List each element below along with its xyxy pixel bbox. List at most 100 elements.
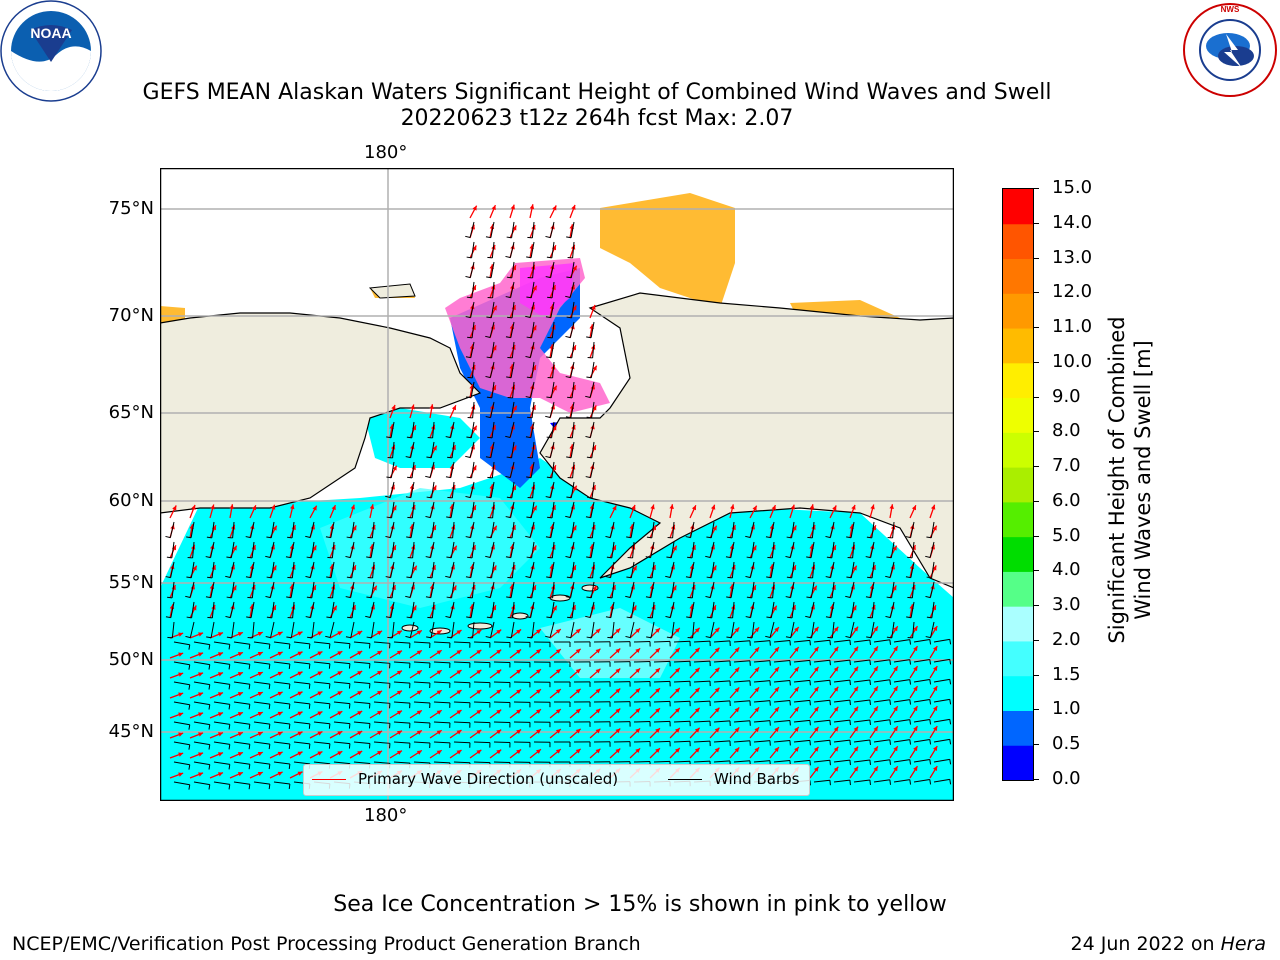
wave-arrow-head [754,647,760,653]
wind-barb-flag [247,596,253,599]
wave-arrow-head [774,687,779,693]
wave-arrow-head [511,265,517,271]
wind-barb [853,699,870,703]
wind-barb [733,740,750,743]
wind-barb [411,501,415,518]
wind-barb [191,601,195,618]
wind-barb-flag [248,644,251,650]
wind-barb [713,720,730,723]
wind-barb [491,561,495,578]
wind-barb [510,281,515,298]
wind-barb-flag [248,724,251,730]
colorbar-tick-label: 5.0 [1052,524,1081,546]
wind-barb [910,601,915,618]
wave-arrow-head [410,404,415,410]
wind-barb [530,501,535,518]
sea-ice-note: Sea Ice Concentration > 15% is shown in … [333,892,947,917]
wind-barb-flag [867,616,873,619]
wind-barb [793,639,810,643]
wind-barb [633,680,651,683]
wind-barb-flag [889,779,892,785]
wind-barb [829,521,835,538]
wind-barb [450,501,455,518]
wind-barb-flag [727,536,733,539]
wind-barb [389,481,395,498]
wind-barb [372,561,375,578]
wave-arrow-head [277,731,283,736]
wave-arrow-head [396,750,402,755]
wind-barb [873,719,890,723]
wind-barb [491,601,495,618]
wind-barb [693,760,711,763]
wave-arrow-head [178,772,184,777]
wind-barb-flag [285,556,291,559]
wave-arrow-head [833,726,839,732]
wave-arrow-head [492,525,497,531]
wave-arrow-head [675,667,680,673]
wind-barb [470,521,475,538]
wind-barb [710,521,715,538]
wave-arrow-head [396,730,402,735]
wind-barb-flag [308,743,311,749]
wind-barb [791,601,795,618]
wave-arrow-head [555,749,561,754]
wave-arrow-head [813,666,819,672]
wind-barb-flag [208,744,211,750]
wind-barb-flag [268,664,271,670]
wind-barb-flag [705,636,711,639]
wind-barb [851,601,855,618]
wind-barb [311,541,315,558]
wind-barb [211,601,215,618]
wind-barb-flag [885,575,891,579]
wave-arrow-head [270,504,276,510]
wave-arrow-head [794,627,799,632]
wave-arrow-head [572,265,577,271]
wind-barb-flag [228,764,231,770]
wind-barb-flag [865,556,871,559]
wave-arrow-head [512,225,517,231]
lat-label-50: 50°N [108,649,154,670]
wind-barb-flag [625,595,631,599]
wind-barb [233,741,250,745]
wind-barb [693,640,711,643]
wind-barb [651,601,655,618]
wind-barb-flag [826,556,832,559]
wave-arrow-head [870,504,875,510]
wind-barb [491,381,495,398]
wind-barb [433,661,451,664]
wave-arrow-head [496,709,502,715]
wave-arrow-head [416,630,422,635]
wave-arrow-head [712,565,717,571]
wind-barb [333,641,350,645]
wave-arrow-head [431,525,437,531]
wave-arrow-head [754,727,760,733]
wind-barb [211,561,215,578]
wave-arrow-head [297,631,303,636]
wind-barb-flag [446,636,452,639]
wave-arrow-head [675,747,680,753]
wind-barb [813,699,830,703]
wave-arrow-head [529,204,535,210]
wind-barb [833,759,850,763]
wind-barb [933,678,950,683]
wind-barb [512,381,515,398]
wind-barb-flag [385,495,391,499]
colorbar-segment [1003,189,1033,225]
wind-barb-flag [467,596,473,599]
wave-arrow-head [332,605,337,611]
wave-arrow-head [337,751,343,756]
ocean-field-light [320,488,540,608]
wind-barb-flag [465,576,471,579]
wind-barb [771,541,775,558]
wind-barb [570,441,575,458]
wind-barb [549,441,555,458]
wind-barb [591,521,595,538]
wave-arrow-head [436,690,442,695]
wind-barb-flag [225,615,231,619]
wave-arrow-head [615,748,621,754]
wave-arrow-head [913,766,918,772]
lat-label-75: 75°N [108,198,154,219]
wave-arrow-head [555,649,561,654]
wind-barb-flag [326,576,332,579]
wind-barb-flag [287,536,293,539]
